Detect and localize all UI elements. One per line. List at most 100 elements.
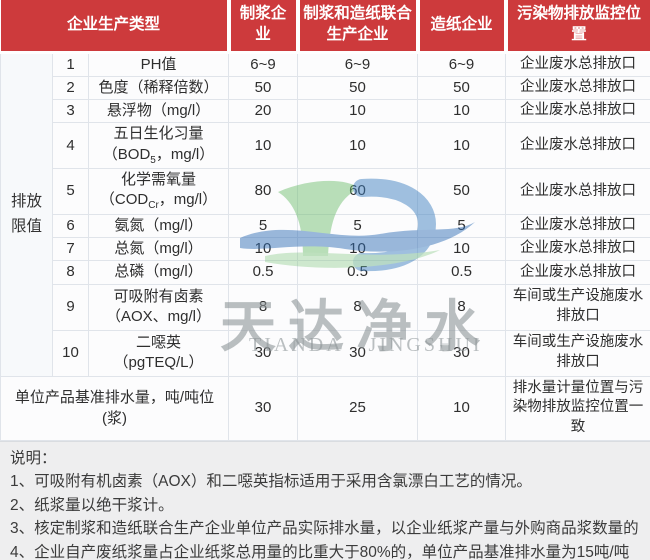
value-pulp: 30 bbox=[228, 329, 298, 377]
pollutant-name-line2: （AOX、mg/l） bbox=[105, 308, 211, 325]
value-paper: 30 bbox=[417, 329, 506, 377]
row-index: 2 bbox=[52, 75, 89, 101]
table-row: 3 悬浮物（mg/l） 20 10 10 企业废水总排放口 bbox=[1, 98, 650, 124]
footer-monitoring-location: 排水量计量位置与污染物排放监控位置一致 bbox=[505, 375, 650, 441]
table-row: 排放 限值 1 PH值 6~9 6~9 6~9 企业废水总排放口 bbox=[0, 51, 650, 377]
pollutant-name-line1: 化学需氧量 bbox=[120, 171, 196, 188]
group-label-line1: 排放 bbox=[10, 192, 42, 210]
row-index: 9 bbox=[52, 283, 89, 331]
pollutant-name-line2: （pgTEQ/L） bbox=[113, 354, 204, 371]
pollutant-formula: （BOD5，mg/l） bbox=[102, 145, 215, 166]
note-item-2: 2、纸浆量以绝干浆计。 bbox=[10, 496, 174, 514]
monitoring-location: 企业废水总排放口 bbox=[505, 122, 650, 169]
footer-label: 单位产品基准排水量，吨/吨位(浆) bbox=[0, 375, 229, 441]
pollutant-name: 氨氮（mg/l） bbox=[88, 213, 229, 239]
value-pulp: 20 bbox=[228, 98, 298, 124]
monitoring-location: 企业废水总排放口 bbox=[505, 98, 650, 124]
monitoring-location: 企业废水总排放口 bbox=[505, 168, 650, 215]
header-enterprise-type: 企业生产类型 bbox=[0, 0, 229, 54]
value-paper: 8 bbox=[417, 283, 506, 331]
pollutant-name: PH值 bbox=[88, 51, 229, 77]
value-combined: 8 bbox=[297, 283, 418, 331]
pollutant-formula: （CODCr，mg/l） bbox=[99, 191, 218, 212]
row-index: 4 bbox=[52, 122, 89, 169]
value-combined: 10 bbox=[297, 122, 418, 169]
value-combined: 5 bbox=[297, 213, 418, 239]
value-paper: 5 bbox=[417, 213, 506, 239]
value-combined: 60 bbox=[297, 168, 418, 215]
pollutant-name: 色度（稀释倍数） bbox=[88, 75, 229, 101]
notes-title: 说明： bbox=[10, 449, 57, 467]
value-combined: 30 bbox=[297, 329, 418, 377]
table-footer-row: 单位产品基准排水量，吨/吨位(浆) 30 25 10 排水量计量位置与污染物排放… bbox=[0, 375, 650, 441]
footer-value-combined: 25 bbox=[297, 375, 418, 441]
row-index: 3 bbox=[52, 98, 89, 124]
value-paper: 50 bbox=[417, 168, 506, 215]
value-pulp: 8 bbox=[228, 283, 298, 331]
value-pulp: 80 bbox=[228, 168, 298, 215]
value-combined: 6~9 bbox=[297, 51, 418, 77]
pollutant-name: 可吸附有卤素 （AOX、mg/l） bbox=[88, 283, 229, 331]
pollutant-name: 二噁英 （pgTEQ/L） bbox=[88, 329, 229, 377]
value-pulp: 0.5 bbox=[228, 260, 298, 285]
notes-section: 说明： 1、可吸附有机卤素（AOX）和二噁英指标适用于采用含氯漂白工艺的情况。 … bbox=[0, 440, 650, 560]
monitoring-location: 企业废水总排放口 bbox=[505, 236, 650, 262]
table-row: 2 色度（稀释倍数） 50 50 50 企业废水总排放口 bbox=[1, 75, 650, 101]
pollutant-name: 悬浮物（mg/l） bbox=[88, 98, 229, 124]
table-row: 5 化学需氧量 （CODCr，mg/l） 80 60 50 企业废水总排放口 bbox=[1, 168, 650, 215]
value-paper: 10 bbox=[417, 122, 506, 169]
row-index: 5 bbox=[52, 168, 89, 215]
value-paper: 10 bbox=[417, 98, 506, 124]
row-index: 10 bbox=[52, 329, 89, 377]
pollutant-name: 五日生化习量 （BOD5，mg/l） bbox=[88, 122, 229, 169]
value-pulp: 5 bbox=[228, 213, 298, 239]
group-label-line2: 限值 bbox=[10, 217, 42, 235]
value-paper: 50 bbox=[417, 75, 506, 101]
discharge-limits-table: 企业生产类型 制浆企业 制浆和造纸联合生产企业 造纸企业 污染物排放监控位置 排… bbox=[0, 0, 650, 441]
header-paper-enterprise: 造纸企业 bbox=[415, 0, 506, 54]
monitoring-location: 车间或生产设施废水排放口 bbox=[505, 283, 650, 331]
header-combined-enterprise: 制浆和造纸联合生产企业 bbox=[295, 0, 418, 54]
note-item-3: 3、核定制浆和造纸联合生产企业单位产品实际排水量，以企业纸浆产量与外购商品浆数量… bbox=[10, 520, 639, 537]
row-index: 1 bbox=[52, 51, 89, 77]
pollutant-name-line1: 二噁英 bbox=[135, 333, 181, 351]
header-pulp-enterprise: 制浆企业 bbox=[226, 0, 298, 54]
pollutant-name: 总氮（mg/l） bbox=[88, 236, 229, 262]
table-row: 9 可吸附有卤素 （AOX、mg/l） 8 8 8 车间或生产设施废水排放口 bbox=[1, 283, 650, 331]
note-item-4: 4、企业自产废纸浆量占企业纸浆总用量的比重大于80%的，单位产品基准排水量为15… bbox=[10, 543, 630, 560]
value-paper: 6~9 bbox=[417, 51, 506, 77]
value-combined: 10 bbox=[297, 236, 418, 262]
monitoring-location: 车间或生产设施废水排放口 bbox=[505, 329, 650, 377]
footer-value-paper: 10 bbox=[417, 375, 506, 441]
header-monitoring-location: 污染物排放监控位置 bbox=[503, 0, 650, 54]
monitoring-location: 企业废水总排放口 bbox=[505, 51, 650, 77]
row-index: 8 bbox=[52, 260, 89, 285]
value-combined: 10 bbox=[297, 98, 418, 124]
table-row: 6 氨氮（mg/l） 5 5 5 企业废水总排放口 bbox=[1, 213, 650, 239]
monitoring-location: 企业废水总排放口 bbox=[505, 75, 650, 101]
pollutant-name: 总磷（mg/l） bbox=[88, 260, 229, 285]
pollutant-name-line1: 五日生化习量 bbox=[113, 125, 204, 143]
row-index: 6 bbox=[52, 213, 89, 239]
pollutant-name: 化学需氧量 （CODCr，mg/l） bbox=[88, 168, 229, 215]
pollutant-name-line1: 可吸附有卤素 bbox=[113, 287, 204, 305]
table-row: 7 总氮（mg/l） 10 10 10 企业废水总排放口 bbox=[1, 236, 650, 262]
table-row: 10 二噁英 （pgTEQ/L） 30 30 30 车间或生产设施废水排放口 bbox=[1, 329, 650, 377]
table-row: 8 总磷（mg/l） 0.5 0.5 0.5 企业废水总排放口 bbox=[1, 260, 650, 285]
value-pulp: 10 bbox=[228, 122, 298, 169]
table-header-row: 企业生产类型 制浆企业 制浆和造纸联合生产企业 造纸企业 污染物排放监控位置 bbox=[0, 0, 650, 54]
note-item-1: 1、可吸附有机卤素（AOX）和二噁英指标适用于采用含氯漂白工艺的情况。 bbox=[10, 473, 532, 490]
monitoring-location: 企业废水总排放口 bbox=[505, 260, 650, 285]
footer-value-pulp: 30 bbox=[228, 375, 298, 441]
value-pulp: 10 bbox=[228, 236, 298, 262]
value-paper: 10 bbox=[417, 236, 506, 262]
value-combined: 0.5 bbox=[297, 260, 418, 285]
value-paper: 0.5 bbox=[417, 260, 506, 285]
value-pulp: 6~9 bbox=[228, 51, 298, 77]
monitoring-location: 企业废水总排放口 bbox=[505, 213, 650, 239]
row-group-label: 排放 限值 bbox=[0, 51, 53, 377]
row-index: 7 bbox=[52, 236, 89, 262]
value-combined: 50 bbox=[297, 75, 418, 101]
table-row: 4 五日生化习量 （BOD5，mg/l） 10 10 10 企业废水总排放口 bbox=[1, 122, 650, 169]
